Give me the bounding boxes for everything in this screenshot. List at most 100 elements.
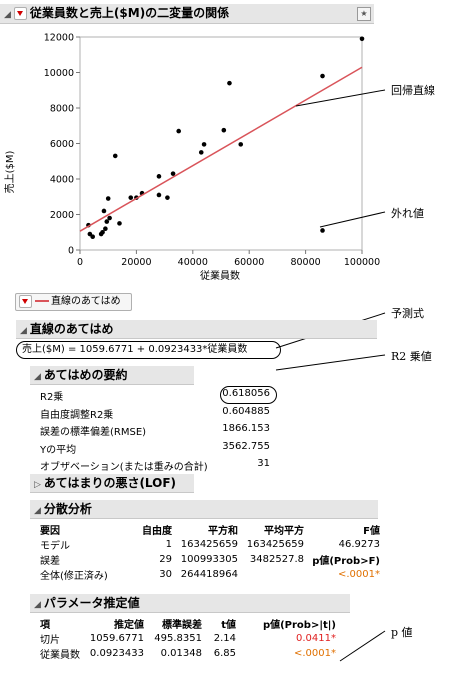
callout-regression-line: 回帰直線: [391, 84, 435, 97]
column-header: 項: [40, 620, 50, 631]
column-header: 平均平方: [264, 526, 304, 537]
params-header[interactable]: ◢ パラメータ推定値: [30, 594, 350, 613]
r2-highlight: [220, 386, 277, 404]
data-point[interactable]: [238, 142, 244, 147]
data-point[interactable]: [107, 215, 112, 221]
summary-label: オブザベーション(または重みの合計): [40, 462, 208, 473]
summary-label: 自由度調整R2乗: [40, 409, 114, 421]
table-header-row: 項 推定値 標準誤差 t値 p値(Prob>|t|): [40, 616, 336, 631]
data-point[interactable]: [359, 36, 365, 42]
summary-title: あてはめの要約: [43, 368, 128, 382]
collapse-triangle-icon[interactable]: ◢: [34, 600, 41, 610]
column-header: 自由度: [142, 526, 172, 537]
table-cell: 従業員数: [40, 650, 80, 661]
column-header: F値: [363, 526, 380, 537]
callout-outlier: 外れ値: [391, 207, 424, 220]
data-point[interactable]: [103, 226, 108, 231]
table-cell: 0.0923433: [89, 648, 144, 659]
x-tick-label: 100000: [344, 257, 380, 268]
collapse-triangle-icon[interactable]: ◢: [34, 506, 41, 516]
plot-frame: [79, 36, 363, 251]
summary-label: Yの平均: [40, 444, 77, 456]
column-header: p値(Prob>|t|): [262, 620, 336, 631]
scatter-plot: 0 2000 4000 6000 8000 10000 12000 0 20000 40000 60…: [3, 33, 380, 283]
data-point[interactable]: [176, 128, 181, 134]
anova-header[interactable]: ◢ 分散分析: [30, 500, 378, 519]
table-cell: 0.01348: [160, 648, 202, 659]
table-cell: 2.14: [213, 633, 236, 644]
y-tick-label: 10000: [44, 68, 74, 79]
table-cell: 切片: [40, 635, 60, 646]
lof-header[interactable]: ▷ あてはまりの悪さ(LOF): [30, 474, 194, 493]
data-point[interactable]: [105, 196, 111, 201]
data-point[interactable]: [100, 229, 105, 235]
lof-title: あてはまりの悪さ(LOF): [43, 476, 177, 490]
report-header: ◢ 従業員数と売上($M)の二変量の関係: [0, 4, 374, 24]
summary-header[interactable]: ◢ あてはめの要約: [30, 366, 194, 385]
summary-value: 0.618056: [222, 388, 270, 399]
column-header: 平方和: [208, 526, 238, 537]
table-row: 全体(修正済み) 30 264418964 <.0001*: [40, 567, 380, 582]
data-point[interactable]: [112, 153, 118, 159]
callout-prediction-formula: 予測式: [391, 307, 424, 320]
collapse-triangle-icon[interactable]: ◢: [20, 326, 27, 336]
column-header: 推定値: [114, 620, 144, 631]
summary-value: 3562.755: [222, 440, 270, 452]
table-row: 切片 1059.6771 495.8351 2.14 0.0411*: [40, 631, 336, 646]
y-tick-label: 12000: [44, 33, 74, 44]
expand-triangle-icon[interactable]: ▷: [34, 480, 41, 490]
legend-label: 直線のあてはめ: [51, 296, 121, 307]
data-point[interactable]: [156, 174, 162, 179]
data-point[interactable]: [156, 192, 162, 198]
prediction-equation: 売上($M) = 1059.6771 + 0.0923433*従業員数: [16, 341, 281, 359]
data-point[interactable]: [198, 150, 204, 155]
data-point[interactable]: [165, 195, 170, 200]
fit-legend-button[interactable]: 直線のあてはめ: [15, 293, 132, 311]
callout-r2: R2 乗値: [391, 350, 432, 363]
data-point[interactable]: [221, 127, 227, 133]
summary-value: 0.604885: [222, 405, 270, 417]
data-point[interactable]: [320, 73, 325, 79]
summary-label: 誤差の標準偏差(RMSE): [40, 427, 147, 438]
y-tick-label: 6000: [50, 139, 74, 150]
x-tick-label: 60000: [234, 257, 264, 268]
data-point[interactable]: [90, 234, 95, 239]
data-point[interactable]: [227, 80, 232, 86]
fit-section-header[interactable]: ◢ 直線のあてはめ: [16, 320, 377, 339]
data-point[interactable]: [104, 219, 110, 224]
params-table: 項 推定値 標準誤差 t値 p値(Prob>|t|) 切片 1059.6771 495.835…: [40, 616, 336, 661]
table-row: 誤差 29 100993305 3482527.8 p値(Prob>F): [40, 552, 380, 567]
y-axis-label: 売上($M): [3, 151, 16, 194]
data-point[interactable]: [170, 171, 176, 176]
x-tick-label: 80000: [290, 257, 320, 268]
collapse-triangle-icon[interactable]: ◢: [34, 372, 41, 382]
table-cell: 163425659: [246, 539, 304, 550]
equation-text: 売上($M) = 1059.6771 + 0.0923433*従業員数: [22, 344, 248, 355]
table-cell: 163425659: [180, 539, 238, 550]
collapse-triangle-icon[interactable]: ◢: [4, 10, 11, 20]
data-point[interactable]: [117, 221, 122, 226]
params-title: パラメータ推定値: [43, 596, 140, 610]
data-point[interactable]: [201, 142, 207, 147]
table-cell: p値(Prob>F): [312, 556, 380, 567]
legend-line-icon: [35, 300, 49, 302]
table-cell: 30: [159, 569, 172, 580]
table-cell: 全体(修正済み): [40, 571, 108, 582]
red-triangle-menu-icon[interactable]: [13, 7, 27, 20]
summary-value: 31: [257, 458, 270, 469]
data-point[interactable]: [101, 208, 107, 214]
x-tick-label: 20000: [121, 257, 151, 268]
table-cell: 264418964: [180, 569, 238, 580]
red-triangle-menu-icon[interactable]: [19, 294, 32, 308]
x-tick-label: 0: [77, 257, 83, 268]
data-point[interactable]: [128, 195, 134, 200]
column-header: 要因: [40, 526, 60, 537]
report-title: 従業員数と売上($M)の二変量の関係: [29, 6, 230, 20]
table-header-row: 要因 自由度 平方和 平均平方 F値: [40, 522, 380, 537]
table-cell: 6.85: [213, 648, 236, 659]
table-cell: 1: [165, 539, 172, 550]
data-point[interactable]: [320, 228, 325, 233]
y-tick-label: 2000: [50, 210, 74, 221]
x-axis-label: 従業員数: [200, 269, 240, 282]
pin-icon[interactable]: ★: [357, 7, 371, 21]
